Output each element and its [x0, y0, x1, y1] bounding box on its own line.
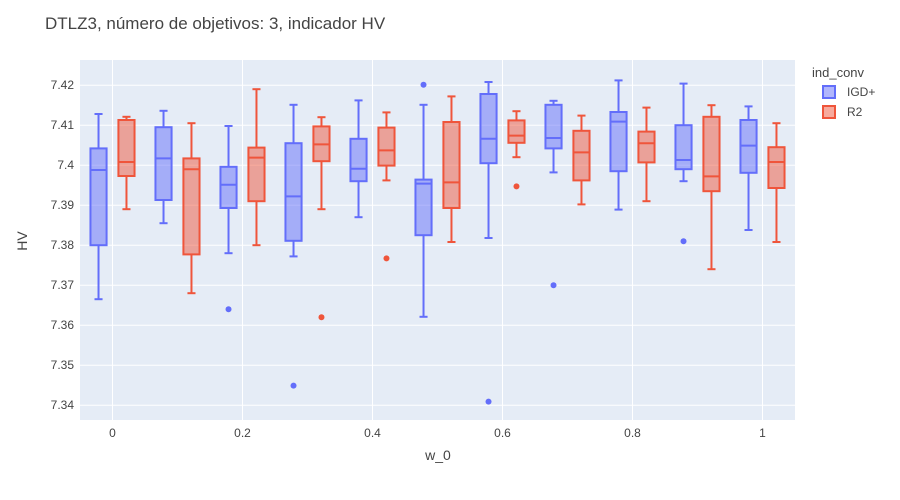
outlier-point: [225, 306, 232, 313]
box-r2-0.4: [377, 111, 396, 262]
box-igd-0.8: [609, 79, 628, 211]
box-iqr: [247, 146, 266, 203]
box-r2-0.9: [702, 104, 721, 271]
box-r2-0.1: [182, 122, 201, 295]
box-iqr: [349, 137, 368, 183]
box-iqr: [284, 142, 303, 242]
x-tick-label: 0.2: [234, 426, 251, 440]
box-plots: [89, 79, 786, 405]
legend-swatch: [822, 85, 836, 99]
y-tick-label: 7.4: [57, 158, 74, 172]
box-iqr: [702, 115, 721, 193]
box-iqr: [609, 111, 628, 173]
box-igd-1: [739, 105, 758, 231]
box-r2-1: [767, 122, 786, 243]
box-iqr: [767, 146, 786, 189]
x-tick-label: 0.4: [364, 426, 381, 440]
y-tick-label: 7.35: [51, 358, 75, 372]
box-iqr: [89, 147, 108, 247]
x-axis-ticks: 0 0.2 0.4 0.6 0.8 1: [109, 426, 766, 440]
outlier-point: [680, 238, 687, 245]
outlier-point: [383, 255, 390, 262]
y-tick-label: 7.38: [51, 238, 75, 252]
box-iqr: [572, 129, 591, 182]
box-igd-0.2: [219, 125, 238, 313]
x-tick-label: 1: [759, 426, 766, 440]
x-axis-label: w_0: [424, 447, 451, 463]
box-iqr: [507, 119, 526, 144]
y-tick-label: 7.36: [51, 318, 75, 332]
outlier-point: [513, 183, 520, 190]
box-iqr: [479, 93, 498, 165]
legend-swatch: [822, 105, 836, 119]
y-axis-label: HV: [14, 231, 30, 251]
box-r2-0.6: [507, 110, 526, 190]
box-iqr: [442, 121, 461, 209]
box-r2-0.7: [572, 114, 591, 206]
legend-label: R2: [847, 105, 863, 119]
y-tick-label: 7.41: [51, 118, 75, 132]
x-tick-label: 0.6: [494, 426, 511, 440]
box-iqr: [117, 119, 136, 177]
x-tick-label: 0: [109, 426, 116, 440]
box-igd-0.4: [349, 99, 368, 219]
box-r2-0.8: [637, 106, 656, 203]
y-tick-label: 7.37: [51, 278, 75, 292]
box-igd-0.9: [674, 82, 693, 245]
box-iqr: [637, 130, 656, 164]
box-iqr: [414, 178, 433, 237]
y-tick-label: 7.39: [51, 198, 75, 212]
outlier-point: [485, 398, 492, 405]
box-igd-0.3: [284, 103, 303, 389]
box-igd-0.1: [154, 109, 173, 225]
outlier-point: [318, 314, 325, 321]
legend-label: IGD+: [847, 85, 875, 99]
box-iqr: [154, 126, 173, 201]
legend-item-igd: IGD+: [822, 85, 875, 99]
box-r2-0.3: [312, 116, 331, 321]
box-iqr: [219, 165, 238, 210]
box-r2-0.5: [442, 95, 461, 243]
box-igd-0.7: [544, 99, 563, 289]
legend-item-r2: R2: [822, 105, 863, 119]
box-r2-0.2: [247, 88, 266, 247]
box-igd-0: [89, 113, 108, 301]
box-igd-0.6: [479, 81, 498, 405]
box-iqr: [377, 126, 396, 167]
outlier-point: [420, 81, 427, 88]
legend-title: ind_conv: [812, 65, 865, 80]
box-iqr: [544, 103, 563, 150]
box-igd-0.5: [414, 81, 433, 318]
y-tick-label: 7.34: [51, 398, 75, 412]
box-iqr: [674, 124, 693, 171]
x-tick-label: 0.8: [624, 426, 641, 440]
y-tick-label: 7.42: [51, 78, 75, 92]
outlier-point: [290, 382, 297, 389]
box-iqr: [182, 157, 201, 256]
box-r2-0: [117, 115, 136, 211]
outlier-point: [550, 282, 557, 289]
legend: ind_conv IGD+ R2: [812, 65, 875, 119]
chart-title: DTLZ3, número de objetivos: 3, indicador…: [45, 14, 386, 33]
y-axis-ticks: 7.34 7.35 7.36 7.37 7.38 7.39 7.4 7.41 7.42: [51, 78, 75, 412]
